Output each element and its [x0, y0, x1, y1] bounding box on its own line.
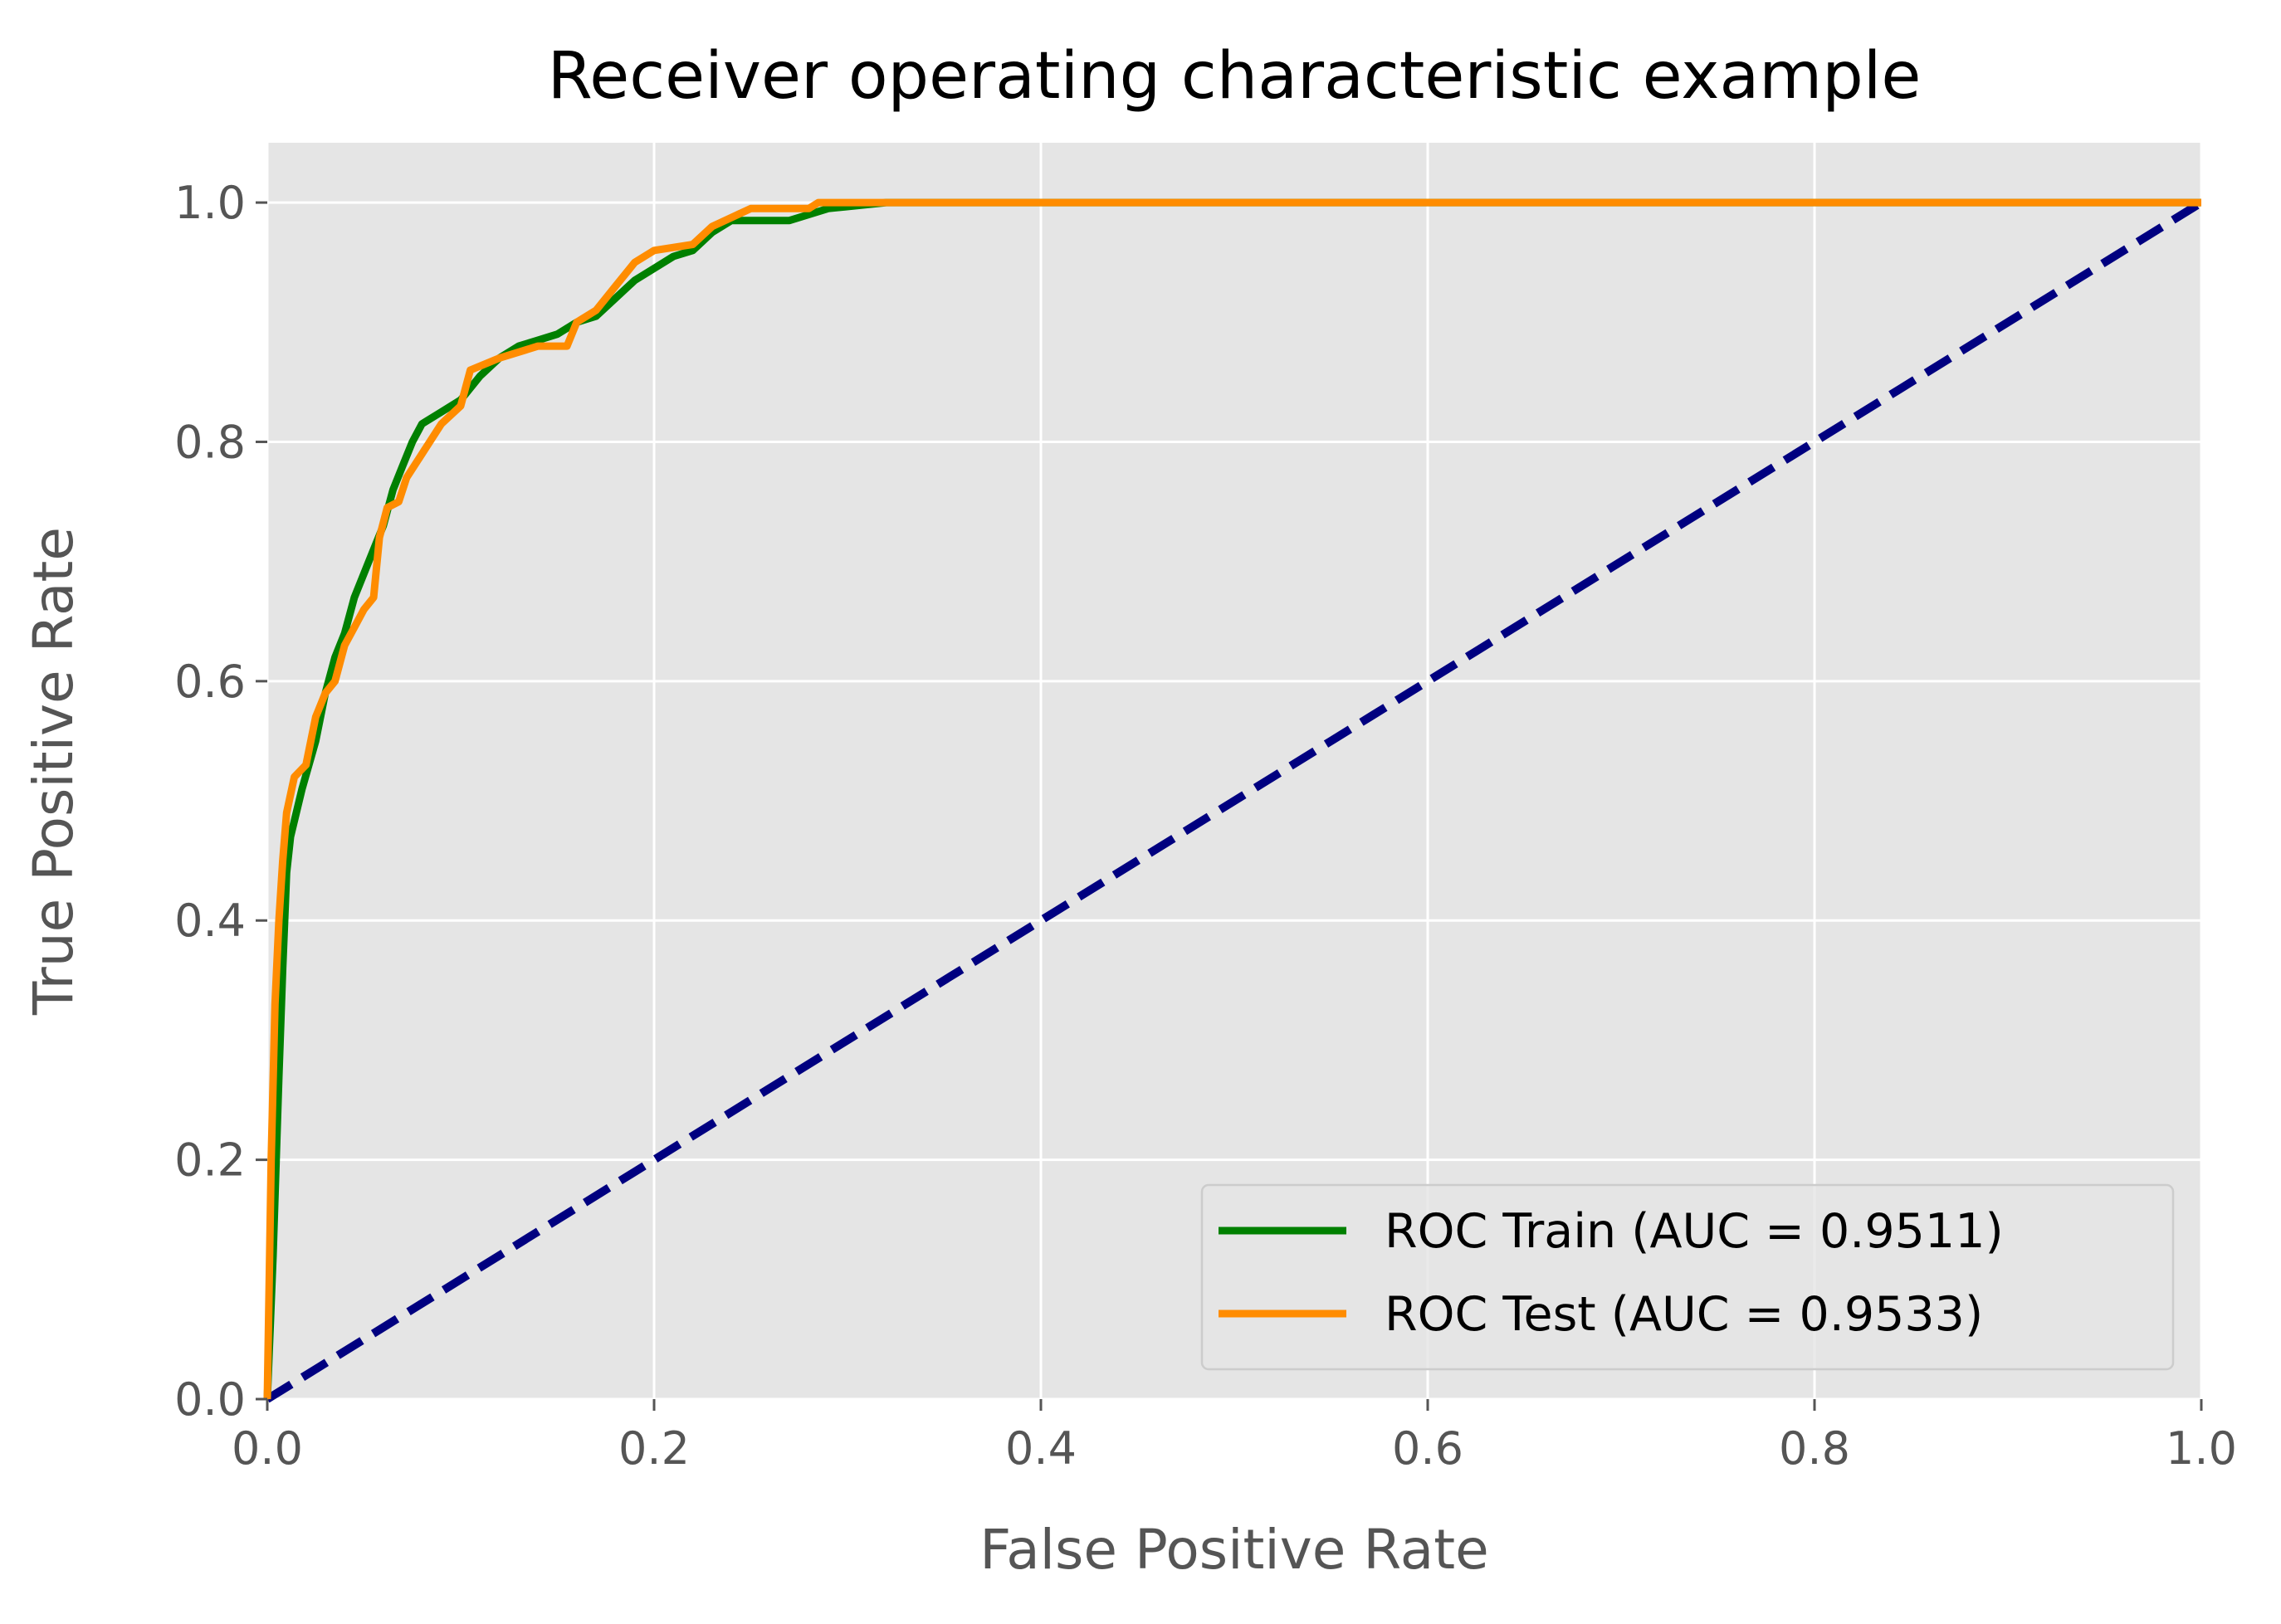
legend: ROC Train (AUC = 0.9511) ROC Test (AUC =…	[1200, 1183, 2175, 1371]
grid-lines	[266, 143, 2203, 1401]
series-lines	[263, 198, 2204, 1403]
y-tick-label-0: 0.0	[174, 1373, 246, 1426]
y-tick-label-1: 0.2	[174, 1134, 246, 1187]
legend-label-train: ROC Train (AUC = 0.9511)	[1385, 1204, 2004, 1259]
x-tick-label-1: 0.2	[618, 1422, 690, 1475]
legend-label-test: ROC Test (AUC = 0.9533)	[1385, 1287, 1983, 1342]
y-tick-label-2: 0.4	[174, 895, 246, 947]
axis-ticks: 0.0 0.2 0.4 0.6 0.8 1.0 0.0 0.2 0.4 0.6 0.8 1.0	[174, 177, 2237, 1475]
series-line-test	[263, 198, 2201, 1400]
x-axis-label: False Positive Rate	[979, 1518, 1488, 1582]
y-tick-label-5: 1.0	[174, 177, 246, 229]
y-tick-label-4: 0.8	[174, 416, 246, 468]
x-tick-label-2: 0.4	[1005, 1422, 1077, 1475]
x-tick-label-3: 0.6	[1392, 1422, 1463, 1475]
x-tick-label-0: 0.0	[232, 1422, 303, 1475]
chart-title: Receiver operating characteristic exampl…	[548, 39, 1922, 114]
legend-box	[1200, 1183, 2175, 1371]
y-tick-label-3: 0.6	[174, 656, 246, 708]
y-axis-label: True Positive Rate	[22, 527, 85, 1016]
x-tick-label-4: 0.8	[1779, 1422, 1850, 1475]
x-tick-label-5: 1.0	[2166, 1422, 2237, 1475]
diagonal-reference-line	[265, 198, 2204, 1403]
